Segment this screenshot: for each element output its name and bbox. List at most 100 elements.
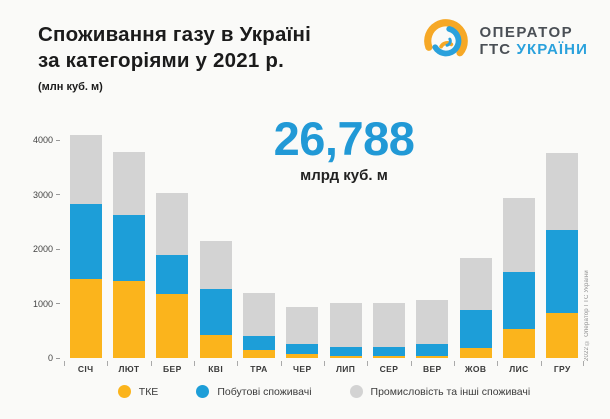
bar-segment-tke — [286, 353, 319, 358]
x-axis-label: ТРА — [250, 364, 268, 374]
bar-stack — [242, 118, 275, 358]
page-title-line2: за категоріями у 2021 р. — [38, 49, 284, 72]
y-axis-tick-label: 1000 — [33, 298, 60, 309]
legend-dot-icon — [196, 385, 210, 398]
bar-segment-tke — [112, 280, 145, 358]
bar-segment-industry — [502, 198, 535, 272]
bar-segment-tke — [199, 334, 232, 358]
bar-stack — [502, 118, 535, 358]
logo: ОПЕРАТОР ГТС УКРАЇНИ — [422, 17, 588, 65]
bar-segment-household — [546, 229, 579, 314]
bar-stack — [329, 118, 362, 358]
annual-total: 26,788 млрд куб. м — [228, 112, 460, 185]
bar-group: СІЧ — [64, 118, 107, 374]
y-axis-tick-label: 0 — [48, 353, 60, 364]
annual-total-unit: млрд куб. м — [300, 167, 388, 184]
legend-label: ТКЕ — [138, 385, 159, 398]
bar-segment-industry — [112, 152, 145, 215]
x-axis-label: ЛИС — [509, 364, 529, 374]
legend-item: ТКЕ — [117, 385, 159, 398]
bar-segment-household — [459, 310, 492, 348]
y-axis-tick-label: 2000 — [33, 244, 60, 255]
legend-label: Побутові споживачі — [217, 385, 312, 398]
page-title: Споживання газу в Україні за категоріями… — [38, 22, 311, 93]
bar-segment-industry — [329, 302, 362, 348]
bar-group: ЛЮТ — [107, 118, 150, 374]
bar-group: БЕР — [150, 118, 194, 374]
bar-segment-tke — [372, 356, 405, 358]
legend-label: Промисловість та інші споживачі — [370, 385, 531, 398]
x-axis-label: ЛИП — [335, 364, 356, 374]
bar-segment-tke — [242, 350, 275, 358]
bar-segment-industry — [416, 299, 449, 344]
bar-stack — [156, 118, 189, 358]
logo-line2: ГТС УКРАЇНИ — [479, 41, 588, 58]
legend-item: Промисловість та інші споживачі — [349, 385, 531, 398]
bar-group: ЛИС — [497, 118, 540, 374]
bar-segment-tke — [502, 329, 535, 358]
logo-line1: ОПЕРАТОР — [479, 24, 574, 41]
bar-stack — [546, 118, 579, 358]
bar-segment-industry — [459, 258, 492, 311]
bar-stack — [199, 118, 232, 358]
bars-row: СІЧ ЛЮТ БЕР КВІ ТРА ЧЕР ЛИП СЕР ВЕР ЖОВ ЛИС ГРУ — [64, 118, 584, 374]
bar-group: ГРУ — [540, 118, 584, 374]
x-axis-label: ЛЮТ — [118, 364, 140, 374]
bar-segment-household — [329, 347, 362, 357]
bar-segment-tke — [459, 347, 492, 358]
page-title-line1: Споживання газу в Україні — [38, 23, 311, 46]
legend-dot-icon — [349, 385, 363, 398]
bar-segment-tke — [156, 293, 189, 358]
bar-segment-household — [242, 335, 275, 351]
bar-segment-household — [112, 214, 145, 281]
bar-segment-household — [372, 346, 405, 357]
bar-group: ЛИП — [323, 118, 367, 374]
bar-segment-household — [69, 204, 102, 279]
legend-dot-icon — [117, 385, 131, 398]
bar-stack — [372, 118, 405, 358]
bar-group: ЧЕР — [280, 118, 324, 374]
bar-group: ВЕР — [410, 118, 454, 374]
bar-segment-industry — [546, 153, 579, 230]
x-axis-label: СІЧ — [77, 364, 94, 374]
x-axis-label: ВЕР — [422, 364, 442, 374]
bar-segment-household — [199, 288, 232, 335]
logo-ukraine: УКРАЇНИ — [516, 41, 588, 58]
y-axis-tick-label: 4000 — [33, 135, 60, 146]
plot-area: СІЧ ЛЮТ БЕР КВІ ТРА ЧЕР ЛИП СЕР ВЕР ЖОВ ЛИС ГРУ — [64, 118, 584, 374]
x-axis-label: ГРУ — [553, 364, 571, 374]
legend-item: Побутові споживачі — [196, 385, 312, 398]
bar-stack — [416, 118, 449, 358]
bar-segment-industry — [199, 240, 232, 289]
bar-segment-tke — [69, 278, 102, 358]
bar-stack — [112, 118, 145, 358]
x-axis-label: ЖОВ — [464, 364, 487, 374]
x-axis-label: СЕР — [379, 364, 399, 374]
bar-segment-household — [416, 343, 449, 356]
bar-segment-industry — [69, 134, 102, 205]
bar-segment-household — [502, 271, 535, 330]
y-axis-tick-label: 3000 — [33, 189, 60, 200]
bar-segment-tke — [329, 356, 362, 358]
legend: ТКЕ Побутові споживачі Промисловість та ін… — [64, 385, 584, 398]
bar-segment-tke — [416, 355, 449, 358]
copyright-note: 2022 © Оператор ГТС України — [584, 270, 590, 361]
bar-stack — [69, 118, 102, 358]
bar-segment-tke — [546, 313, 579, 358]
annual-total-value: 26,788 — [273, 112, 415, 165]
logo-swirl-icon — [424, 19, 469, 57]
bar-group: КВІ — [193, 118, 237, 374]
y-axis: 0 1000 2000 3000 4000 — [24, 118, 60, 363]
bar-segment-household — [156, 255, 189, 294]
x-axis-label: КВІ — [208, 364, 224, 374]
bar-group: ТРА — [237, 118, 280, 374]
page-subtitle: (млн куб. м) — [38, 81, 103, 93]
bar-segment-industry — [156, 193, 189, 256]
x-axis-label: БЕР — [162, 364, 182, 374]
bar-group: СЕР — [367, 118, 410, 374]
bar-segment-industry — [372, 302, 405, 347]
x-axis-label: ЧЕР — [293, 364, 312, 374]
bar-segment-household — [286, 343, 319, 354]
bar-stack — [286, 118, 319, 358]
